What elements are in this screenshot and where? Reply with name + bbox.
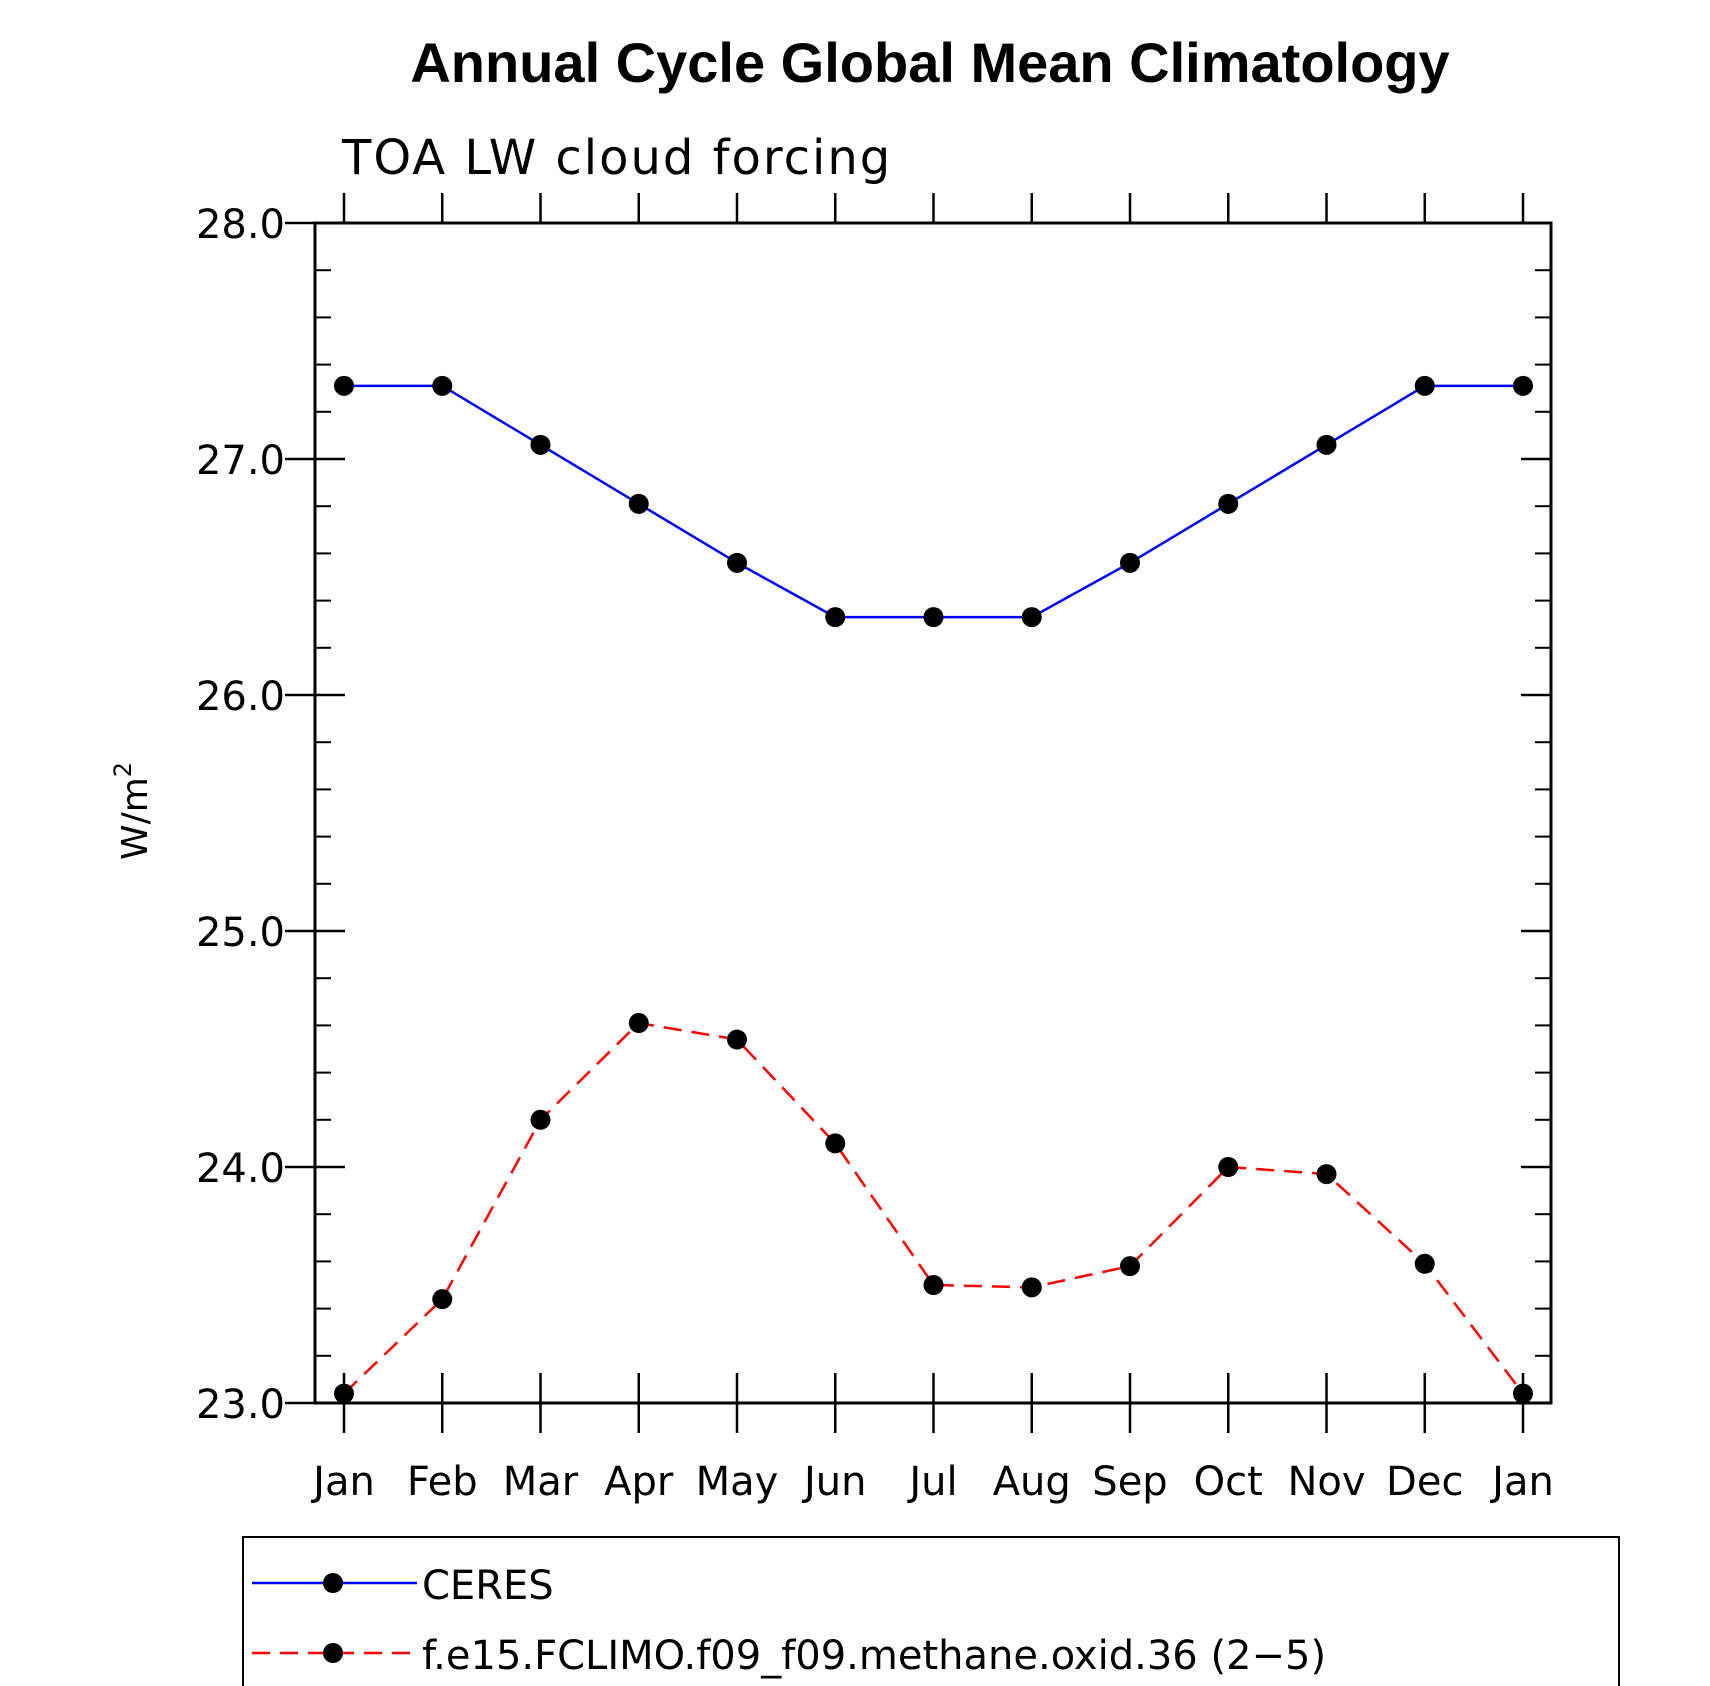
data-point-series-0 [1120, 552, 1140, 573]
series-line-0 [344, 384, 1523, 619]
y-axis-label-text: W/m [115, 777, 156, 860]
data-point-series-1 [334, 1383, 354, 1404]
x-tick-label: Jun [801, 1459, 867, 1505]
data-point-series-0 [825, 607, 846, 628]
x-tick-label: Nov [1287, 1459, 1365, 1505]
y-tick-label: 26.0 [196, 674, 285, 720]
data-point-series-1 [1120, 1256, 1140, 1277]
series-layer [334, 375, 1533, 1404]
legend-box [242, 1536, 1620, 1686]
y-minor-ticks [315, 269, 1551, 1357]
data-point-series-0 [923, 607, 944, 628]
series-line-1 [343, 1021, 1524, 1395]
plot-frame [313, 221, 1553, 1405]
y-tick-label: 23.0 [196, 1382, 285, 1428]
legend-swatch-model-marker [323, 1643, 343, 1663]
x-tick-label: Dec [1386, 1459, 1463, 1505]
legend-item-model: f.e15.FCLIMO.f09_f09.methane.oxid.36 (2−… [252, 1633, 1326, 1679]
x-tick-label: Aug [993, 1459, 1071, 1505]
data-point-series-1 [530, 1109, 551, 1130]
y-axis-label: W/m2 [109, 762, 156, 860]
x-tick-label: Oct [1194, 1459, 1263, 1505]
x-tick-label: Jan [1489, 1459, 1554, 1505]
data-point-series-0 [1513, 375, 1533, 396]
data-point-series-1 [923, 1275, 944, 1295]
data-point-series-0 [628, 493, 649, 514]
y-tick-label: 25.0 [196, 910, 285, 956]
y-major-ticks [285, 221, 1551, 1405]
y-tick-label: 27.0 [196, 438, 285, 484]
x-tick-label: Jan [310, 1459, 375, 1505]
chart-subtitle: TOA LW cloud forcing [341, 130, 892, 186]
legend-swatch-ceres-marker [323, 1573, 343, 1593]
data-point-series-1 [1021, 1277, 1042, 1298]
data-point-series-1 [1414, 1253, 1435, 1274]
data-point-series-0 [727, 552, 747, 573]
legend-label-ceres: CERES [422, 1563, 554, 1609]
x-tick-label: May [696, 1459, 779, 1505]
data-point-series-1 [628, 1013, 649, 1034]
data-point-series-0 [1414, 375, 1435, 396]
legend-item-ceres: CERES [252, 1563, 554, 1609]
data-point-series-1 [825, 1133, 846, 1154]
data-point-series-1 [432, 1289, 453, 1310]
legend-label-model: f.e15.FCLIMO.f09_f09.methane.oxid.36 (2−… [422, 1633, 1326, 1679]
x-ticks [342, 193, 1525, 1433]
data-point-series-0 [1218, 493, 1239, 514]
x-tick-label: Jul [906, 1459, 957, 1505]
data-point-series-0 [1316, 434, 1337, 455]
legend: CERES f.e15.FCLIMO.f09_f09.methane.oxid.… [242, 1536, 1620, 1686]
y-tick-label: 28.0 [196, 202, 285, 248]
x-tick-label: Mar [503, 1459, 579, 1505]
x-tick-label: Feb [407, 1459, 478, 1505]
data-point-series-1 [1316, 1164, 1337, 1185]
data-point-series-1 [727, 1029, 747, 1050]
data-point-series-0 [1021, 607, 1042, 628]
data-point-series-1 [1218, 1157, 1239, 1177]
data-point-series-0 [432, 375, 453, 396]
data-point-series-0 [334, 375, 354, 396]
data-point-series-1 [1513, 1383, 1533, 1404]
data-point-series-0 [530, 434, 551, 455]
y-tick-label: 24.0 [196, 1146, 285, 1192]
x-tick-labels: Jan Feb Mar Apr May Jun Jul Aug Sep Oct Nov Dec Jan [310, 1459, 1554, 1505]
y-tick-labels: 23.0 24.0 25.0 26.0 27.0 28.0 [196, 202, 285, 1428]
y-axis-label-superscript: 2 [109, 762, 137, 777]
x-tick-label: Apr [604, 1459, 674, 1505]
x-tick-label: Sep [1092, 1459, 1167, 1505]
chart-title: Annual Cycle Global Mean Climatology [410, 31, 1449, 94]
